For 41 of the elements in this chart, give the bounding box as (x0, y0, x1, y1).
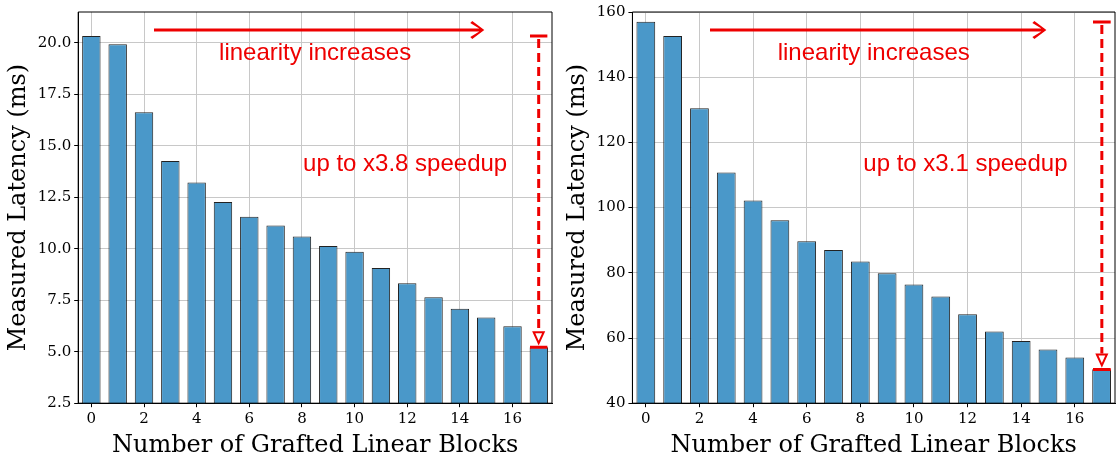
y-tick-label: 12.5 (37, 187, 72, 206)
y-tick-label: 100 (596, 197, 626, 216)
x-tick-label: 14 (1011, 409, 1031, 428)
y-tick-label: 80 (606, 262, 626, 281)
x-tick-label: 6 (244, 409, 255, 428)
annotation: up to x3.8 speedup (303, 149, 508, 177)
x-tick-label: 10 (345, 409, 365, 428)
y-axis-title: Measured Latency (ms) (561, 63, 590, 352)
x-tick-label: 4 (748, 409, 758, 428)
x-tick-label: 14 (450, 409, 470, 428)
x-tick-label: 2 (139, 409, 149, 428)
y-tick-label: 120 (596, 132, 626, 151)
y-tick-label: 5.0 (47, 341, 72, 360)
x-axis-title: Number of Grafted Linear Blocks (111, 429, 519, 458)
x-tick-label: 16 (1065, 409, 1085, 428)
x-tick-label: 8 (297, 409, 307, 428)
y-tick-label: 15.0 (37, 135, 72, 154)
x-tick-label: 0 (86, 409, 97, 428)
y-tick-label: 10.0 (37, 238, 72, 257)
x-tick-label: 0 (641, 409, 651, 428)
x-tick-label: 8 (855, 409, 866, 428)
annotation: linearity increases (219, 37, 412, 65)
x-tick-label: 2 (694, 409, 705, 428)
y-axis-title: Measured Latency (ms) (2, 63, 31, 352)
y-tick-label: 17.5 (37, 84, 72, 103)
y-tick-label: 20.0 (37, 32, 72, 51)
x-axis-title: Number of Grafted Linear Blocks (670, 429, 1077, 458)
y-tick-label: 7.5 (47, 290, 72, 309)
annotation: linearity increases (777, 37, 970, 65)
x-tick-label: 6 (801, 409, 812, 428)
x-tick-label: 4 (191, 409, 202, 428)
y-tick-label: 160 (596, 1, 626, 20)
y-tick-label: 60 (606, 327, 626, 346)
x-tick-label: 16 (502, 409, 523, 428)
annotation: up to x3.1 speedup (863, 149, 1068, 177)
x-tick-label: 12 (958, 409, 978, 428)
y-tick-label: 2.5 (47, 393, 72, 412)
x-tick-label: 12 (397, 409, 417, 428)
y-tick-label: 40 (606, 393, 626, 412)
x-tick-label: 10 (904, 409, 924, 428)
y-tick-label: 140 (596, 67, 626, 86)
